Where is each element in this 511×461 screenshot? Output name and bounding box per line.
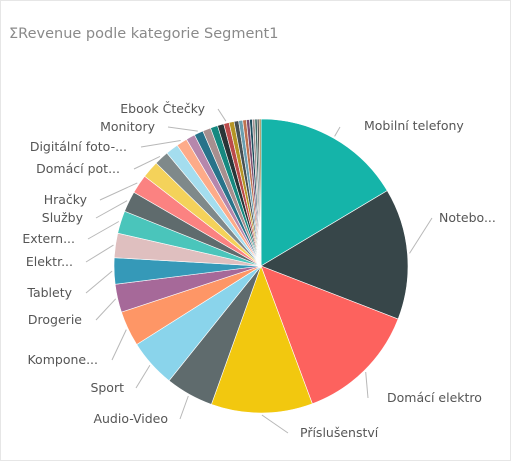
leader-line-audio-video xyxy=(179,395,189,420)
slice-label-sport: Sport xyxy=(90,380,124,395)
leader-line-digitalni-foto xyxy=(140,140,181,148)
pie-slice-unlabeled-32[interactable] xyxy=(258,118,262,267)
slice-label-elektr: Elektr... xyxy=(26,254,73,269)
leader-line-mobilni-telefony xyxy=(334,126,341,137)
pie-slice-notebo[interactable] xyxy=(260,190,409,320)
slice-label-audio-video: Audio-Video xyxy=(93,411,168,426)
slice-label-tablety: Tablety xyxy=(26,285,72,300)
slice-label-digitalni-foto: Digitální foto-... xyxy=(30,139,127,154)
leader-line-monitory xyxy=(167,126,198,132)
leader-line-tablety xyxy=(85,270,113,294)
pie-slices xyxy=(113,118,409,414)
slice-label-prislusenstvi: Příslušenství xyxy=(300,425,379,440)
leader-line-sport xyxy=(135,365,151,389)
slice-label-hracky: Hračky xyxy=(44,192,88,207)
leader-line-ebook-ctecky xyxy=(217,108,227,122)
leader-line-kompone xyxy=(111,329,127,361)
leader-line-extern xyxy=(87,221,120,240)
slice-label-sluzby: Služby xyxy=(42,210,84,225)
slice-label-domaci-pot: Domácí pot... xyxy=(36,161,120,176)
pie-slice-domaci-elektro[interactable] xyxy=(260,265,399,405)
slice-label-ebook-ctecky: Ebook Čtečky xyxy=(120,101,205,116)
leader-line-notebo xyxy=(409,217,433,254)
leader-line-sluzby xyxy=(95,200,128,219)
slice-label-monitory: Monitory xyxy=(100,119,156,134)
slice-label-kompone: Kompone... xyxy=(27,352,98,367)
leader-line-elektr xyxy=(85,244,114,263)
slice-label-notebo: Notebo... xyxy=(439,210,496,225)
pie-slice-mobilni-telefony[interactable] xyxy=(260,118,388,267)
leader-line-drogerie xyxy=(95,298,117,321)
slice-label-drogerie: Drogerie xyxy=(28,312,82,327)
slice-label-domaci-elektro: Domácí elektro xyxy=(387,390,482,405)
chart-title: ΣRevenue podle kategorie Segment1 xyxy=(9,26,279,42)
leader-line-domaci-pot xyxy=(133,155,161,170)
leader-line-domaci-elektro xyxy=(365,371,369,399)
leader-line-prislusenstvi xyxy=(261,414,289,434)
slice-label-extern: Extern... xyxy=(22,231,75,246)
leader-line-hracky xyxy=(99,182,138,201)
pie-slice-prislusenstvi[interactable] xyxy=(211,265,313,414)
slice-label-mobilni-telefony: Mobilní telefony xyxy=(364,118,464,133)
pie-labels: Mobilní telefony Notebo... Domácí elektro P… xyxy=(22,101,496,440)
